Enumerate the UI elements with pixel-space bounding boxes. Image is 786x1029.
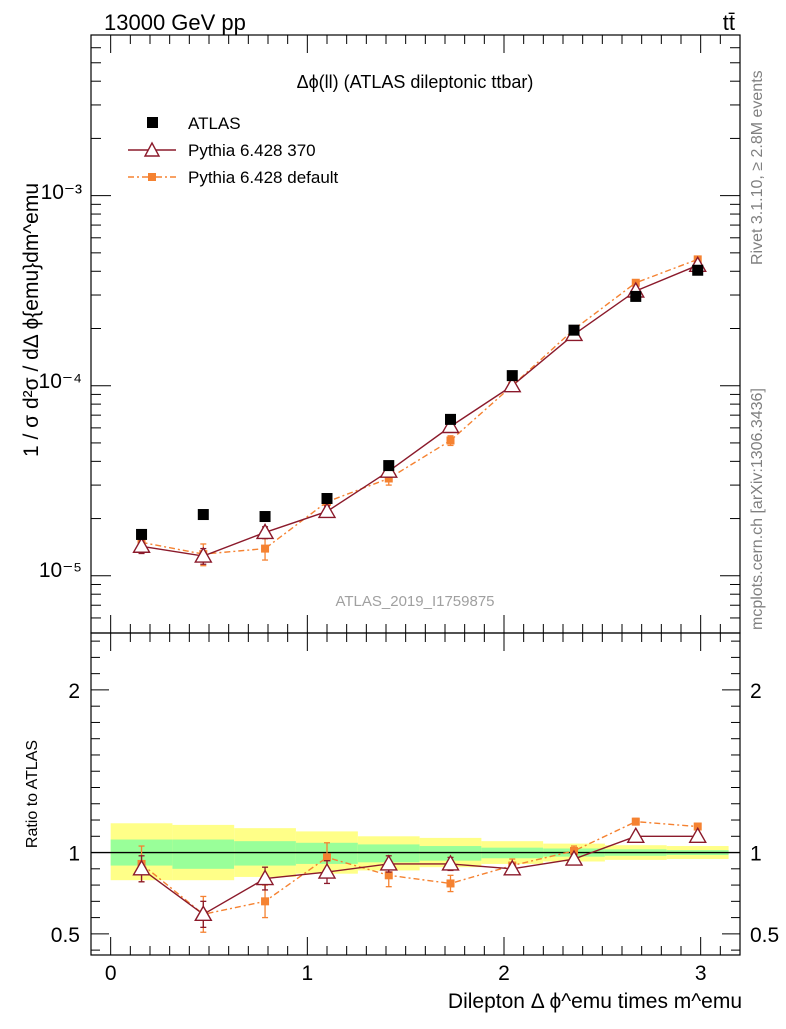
header-energy-label: 13000 GeV pp xyxy=(104,10,246,35)
legend-pythia-default-marker xyxy=(148,173,156,181)
analysis-id: ATLAS_2019_I1759875 xyxy=(335,593,494,610)
ratio-frame xyxy=(90,632,741,956)
x-axis-title: Dilepton Δ ϕ^emu times m^emu xyxy=(448,990,742,1013)
ratio-pythia370-point-8 xyxy=(626,826,645,843)
main-y-tick-label-1e-4: 10⁻⁴ xyxy=(39,370,82,393)
ratio-band-inner-1 xyxy=(172,839,235,869)
ratio-pythia-default-point-2 xyxy=(261,897,270,906)
ratio-pythia370-point-9 xyxy=(688,826,707,843)
ratio-y-tick-labels: 0.5 0.5 1 1 2 2 xyxy=(51,680,779,947)
ratio-series-group xyxy=(132,817,707,933)
mcplots-label: mcplots.cern.ch [arXiv:1306.3436] xyxy=(749,388,766,630)
ratio-pythia-default-point-5 xyxy=(446,879,455,888)
main-y-tick-label-1e-5: 10⁻⁵ xyxy=(39,559,82,582)
ratio-pythia370-point-6 xyxy=(503,859,522,876)
main-y-axis-title: 1 / σ d²σ / dΔ ϕ{emu}dm^emu xyxy=(20,183,43,457)
main-atlas-point-2 xyxy=(259,511,271,523)
ratio-pythia370-point-0 xyxy=(132,859,151,876)
ratio-band-inner-2 xyxy=(234,841,296,866)
plot-title: Δϕ(ll) (ATLAS dileptonic ttbar) xyxy=(297,72,534,92)
ratio-y-tick-label-right-1: 1 xyxy=(750,843,762,866)
main-pythia-default-point-5 xyxy=(446,436,455,445)
main-pythia-default-point-2 xyxy=(261,544,270,553)
header-process-label: tt̄ xyxy=(723,10,735,35)
main-series-group xyxy=(132,255,707,567)
ratio-pythia370-point-3 xyxy=(317,862,337,879)
legend-atlas-marker xyxy=(147,117,158,128)
rivet-version-label: Rivet 3.1.10, ≥ 2.8M events xyxy=(749,70,766,265)
ratio-y-tick-label-left-2: 2 xyxy=(68,680,80,703)
ratio-pythia370-point-7 xyxy=(564,849,584,866)
main-pythia370-line xyxy=(141,264,698,557)
ratio-y-tick-label-right-2: 2 xyxy=(750,680,762,703)
legend-pythia370-marker xyxy=(143,141,161,157)
ratio-band-inner-5 xyxy=(419,846,482,861)
main-pythia370-point-2 xyxy=(255,523,275,540)
ratio-y-tick-label-left-1: 1 xyxy=(68,843,80,866)
x-tick-label-1: 1 xyxy=(301,962,313,985)
ratio-pythia-default-point-9 xyxy=(693,822,702,831)
main-atlas-point-4 xyxy=(383,460,395,472)
ratio-y-tick-label-right-0: 0.5 xyxy=(750,924,779,947)
main-atlas-point-7 xyxy=(568,324,580,336)
main-atlas-point-6 xyxy=(506,370,518,382)
legend-pythia370-label: Pythia 6.428 370 xyxy=(188,141,316,160)
ratio-pythia-default-line xyxy=(141,820,698,916)
main-pythia-default-line xyxy=(141,258,698,555)
legend: ATLAS Pythia 6.428 370 Pythia 6.428 defa… xyxy=(128,114,339,187)
ratio-band-inner-4 xyxy=(357,844,420,863)
main-atlas-point-3 xyxy=(321,493,333,505)
ratio-pythia370-point-2 xyxy=(255,869,275,886)
ratio-axis-ticks xyxy=(90,633,741,955)
ratio-y-tick-label-left-0: 0.5 xyxy=(51,924,80,947)
main-atlas-point-8 xyxy=(630,290,642,302)
legend-atlas-label: ATLAS xyxy=(188,114,241,133)
ratio-pythia-default-point-8 xyxy=(631,817,640,826)
main-pythia370-point-6 xyxy=(503,376,522,393)
main-atlas-point-9 xyxy=(692,264,704,276)
main-y-tick-label-1e-3: 10⁻³ xyxy=(41,181,82,204)
legend-pythia-default-label: Pythia 6.428 default xyxy=(188,168,339,187)
ratio-pythia-default-point-3 xyxy=(323,853,331,862)
main-atlas-point-1 xyxy=(197,509,209,521)
main-atlas-point-5 xyxy=(445,413,457,425)
main-axis-ticks xyxy=(90,34,741,633)
main-pythia370-point-0 xyxy=(132,536,151,553)
ratio-pythia370-point-5 xyxy=(441,854,460,871)
main-pythia370-point-1 xyxy=(194,546,213,563)
main-pythia370-point-3 xyxy=(317,502,337,519)
ratio-pythia-default-point-4 xyxy=(384,871,393,880)
x-tick-label-2: 2 xyxy=(498,962,510,985)
x-tick-labels: 0 1 2 3 xyxy=(105,962,707,985)
ratio-pythia370-line xyxy=(141,835,698,916)
ratio-y-axis-title: Ratio to ATLAS xyxy=(24,740,41,848)
x-tick-label-3: 3 xyxy=(695,962,707,985)
main-pythia-default-point-4 xyxy=(384,474,393,483)
x-tick-label-0: 0 xyxy=(105,962,117,985)
main-pythia370-point-5 xyxy=(441,417,460,434)
main-atlas-point-0 xyxy=(136,528,148,540)
ratio-pythia370-point-1 xyxy=(194,904,213,922)
ratio-pythia370-point-4 xyxy=(379,854,398,871)
